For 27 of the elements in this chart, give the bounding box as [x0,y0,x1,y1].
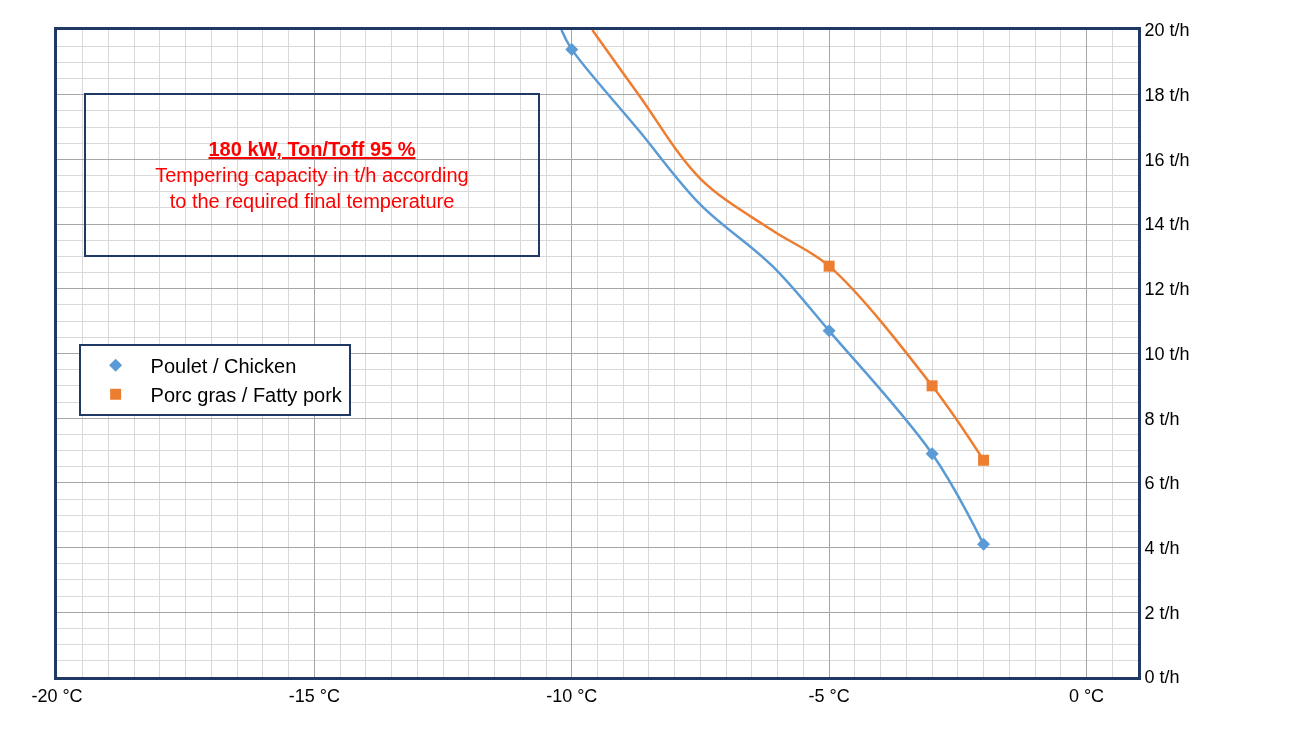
x-tick-label: -15 °C [288,685,340,706]
point [822,324,836,338]
y-tick-label: 0 t/h [1144,667,1180,688]
y-tick-label: 2 t/h [1144,602,1180,623]
text: 180 kW, Ton/Toff 95 % [208,138,416,160]
y-tick-label: 16 t/h [1144,149,1190,170]
x-tick-label: -5 °C [808,685,850,706]
y-tick-label: 10 t/h [1144,343,1190,364]
x-tick-label: -10 °C [546,685,598,706]
x-tick-label: 0 °C [1068,685,1105,706]
text: Tempering capacity in t/h according to the required final temperature [155,164,469,212]
y-tick-label: 12 t/h [1144,279,1190,300]
point [565,42,579,56]
y-tick-label: 20 t/h [1144,20,1190,41]
legend-label: Poulet / Chicken [150,355,297,378]
y-tick-label: 18 t/h [1144,85,1190,105]
point [925,447,939,461]
y-tick-label: 14 t/h [1144,214,1190,235]
y-tick-label: 8 t/h [1144,408,1180,429]
point [978,454,990,466]
y-tick-label: 4 t/h [1144,537,1180,558]
point [977,537,991,551]
x-tick-label: -20 °C [31,685,83,706]
y-tick-label: 6 t/h [1144,473,1180,494]
point [823,260,835,272]
legend-label: Porc gras / Fatty pork [150,384,343,407]
point [926,380,938,392]
